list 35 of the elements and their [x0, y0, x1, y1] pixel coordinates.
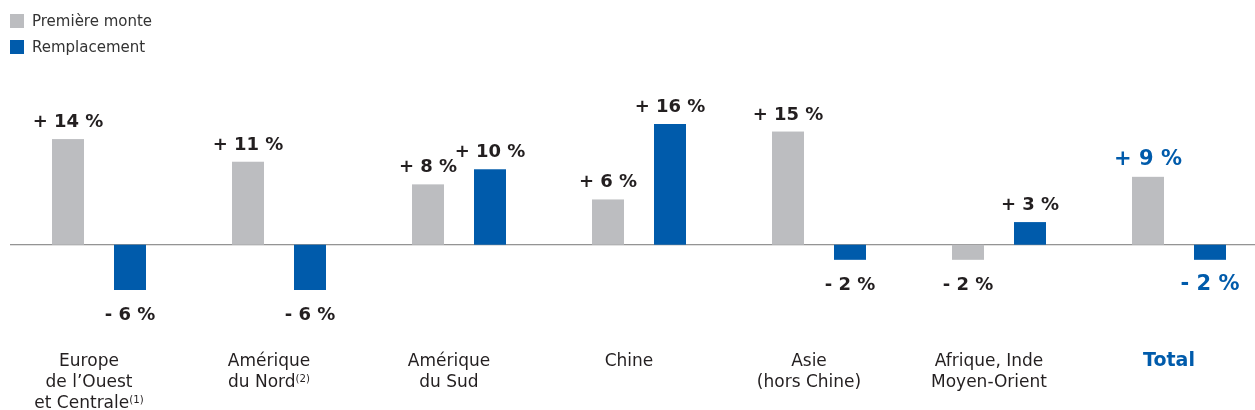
- data-label: + 6 %: [578, 170, 638, 192]
- x-tick-label: Afrique, Inde Moyen-Orient: [931, 350, 1048, 391]
- bar: [952, 244, 984, 260]
- bar: [1194, 244, 1226, 260]
- legend-label: Première monte: [32, 12, 153, 30]
- bar: [474, 169, 506, 245]
- data-label: - 2 %: [824, 272, 876, 294]
- data-label: + 16 %: [634, 95, 706, 116]
- bar: [114, 244, 146, 290]
- x-tick-label: Amérique du Sud: [407, 350, 491, 391]
- data-label: + 3 %: [1000, 193, 1060, 215]
- x-tick-label: Amérique du Nord$^{(2)}$: [227, 350, 311, 391]
- bar: [232, 161, 264, 245]
- data-label: + 9 %: [1114, 145, 1182, 170]
- bar: [1014, 222, 1046, 245]
- data-label: + 14 %: [32, 110, 104, 132]
- x-tick-label: Europe de l’Ouest et Centrale$^{(1)}$: [34, 350, 144, 410]
- legend-label: Remplacement: [32, 38, 146, 56]
- data-label: - 2 %: [1180, 270, 1240, 295]
- data-label: + 11 %: [212, 132, 284, 154]
- bar: [834, 244, 866, 260]
- bar: [52, 139, 84, 245]
- bar: [1132, 176, 1164, 245]
- bar: [772, 131, 804, 245]
- x-tick-label: Chine: [604, 350, 654, 370]
- bar: [412, 184, 444, 245]
- x-tick-label: Total: [1143, 348, 1195, 370]
- data-label: - 6 %: [104, 303, 156, 324]
- bar: [294, 244, 326, 290]
- x-tick-label: Asie (hors Chine): [756, 350, 862, 391]
- data-label: - 2 %: [942, 272, 994, 294]
- bar: [592, 199, 624, 245]
- bar: [654, 124, 686, 245]
- data-label: + 15 %: [752, 102, 824, 124]
- data-label: - 6 %: [284, 303, 336, 324]
